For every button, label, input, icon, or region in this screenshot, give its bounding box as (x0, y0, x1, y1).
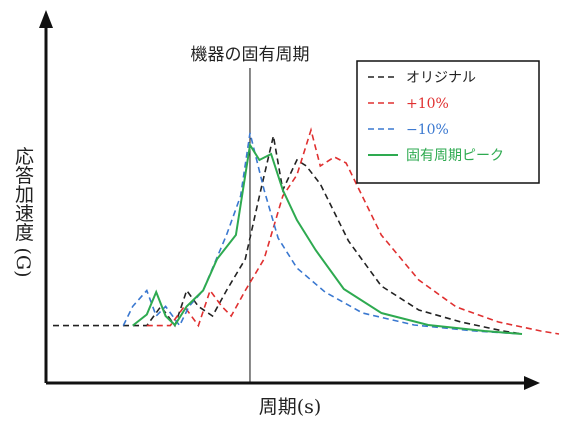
series-2 (146, 127, 560, 335)
series-4 (132, 142, 523, 335)
legend-box (356, 60, 540, 184)
legend-label: −10% (406, 122, 449, 138)
x-axis-arrowhead (524, 376, 540, 390)
legend-item: +10% (368, 96, 449, 112)
series-line (146, 127, 560, 335)
axes (39, 10, 540, 390)
series-3 (122, 132, 523, 335)
legend-item: −10% (368, 122, 449, 138)
equipment-period-annotation: 機器の固有周期 (191, 45, 310, 65)
series-line (53, 135, 523, 335)
legend: オリジナル +10% −10% 固有周期ピーク (356, 60, 540, 184)
legend-items: オリジナル +10% −10% 固有周期ピーク (368, 70, 504, 164)
x-axis-label: 周期(s) (259, 396, 322, 418)
legend-label: オリジナル (406, 70, 476, 86)
legend-item: 固有周期ピーク (368, 148, 504, 164)
legend-label: 固有周期ピーク (406, 148, 504, 164)
series-line (122, 132, 523, 335)
series-1 (53, 135, 523, 335)
y-axis-label: 応答加速度 (G) (12, 146, 34, 277)
y-axis-arrowhead (39, 10, 53, 28)
legend-item: オリジナル (368, 70, 476, 86)
series-layer (53, 127, 560, 335)
legend-label: +10% (406, 96, 449, 112)
series-line (132, 142, 523, 335)
